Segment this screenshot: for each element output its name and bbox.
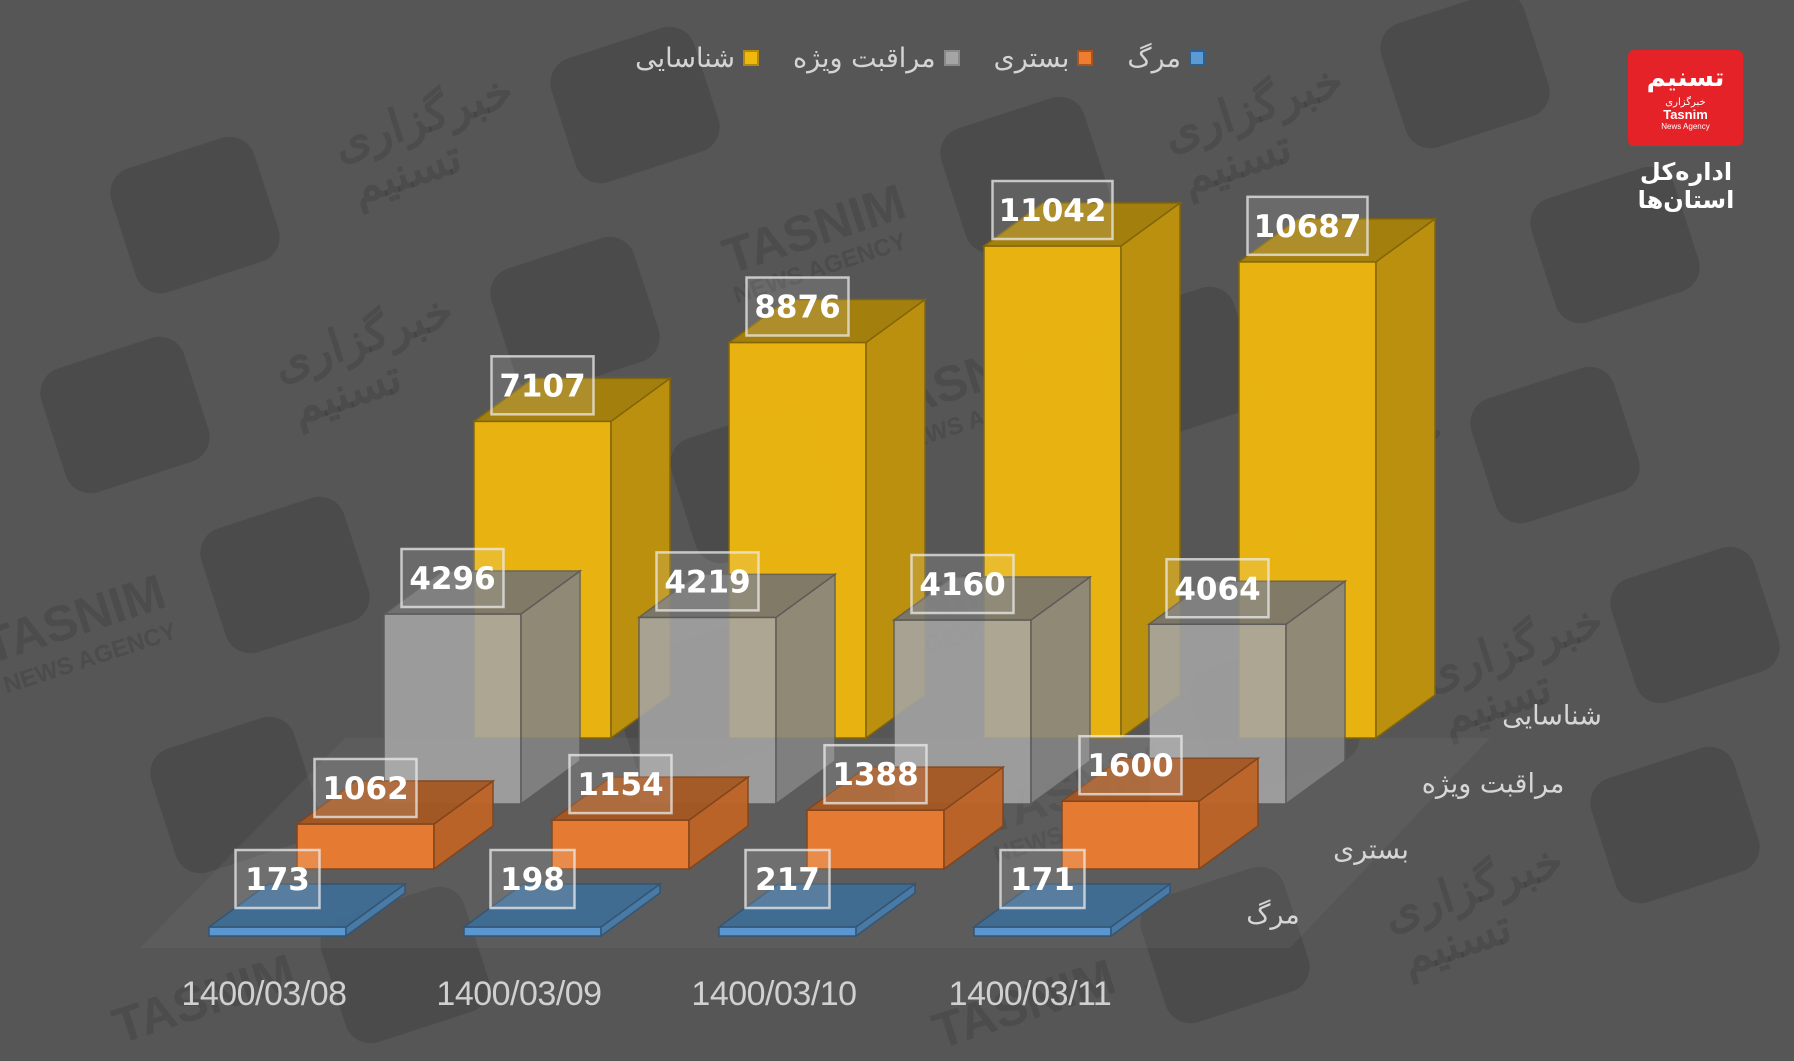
data-label-box bbox=[910, 553, 1015, 615]
series-group: 173 198 217 171 bbox=[206, 848, 1173, 938]
data-label: 217 bbox=[755, 862, 820, 898]
bar: 173 bbox=[206, 848, 408, 938]
bar: 198 bbox=[461, 848, 663, 938]
legend-swatch-orange-icon bbox=[1077, 50, 1094, 66]
legend-swatch-yellow-icon bbox=[742, 50, 759, 66]
data-label: 1388 bbox=[832, 757, 918, 793]
x-axis-label: 1400/03/11 bbox=[948, 975, 1112, 1013]
data-label-box bbox=[234, 848, 321, 910]
tasnim-logo-icon: تسنیم bbox=[1646, 63, 1725, 93]
data-label-box bbox=[490, 355, 595, 416]
data-label: 171 bbox=[1010, 862, 1075, 898]
series-group: 4296 4219 4160 4064 bbox=[381, 547, 1348, 806]
x-axis-label: 1400/03/08 bbox=[181, 975, 347, 1013]
data-label-box bbox=[655, 551, 760, 612]
legend-item-icu: مراقبت ویژه bbox=[793, 43, 960, 74]
series-axis-label-identified: شناسایی bbox=[1502, 700, 1602, 732]
data-label: 10687 bbox=[1254, 209, 1362, 245]
legend-item-hospitalized: بستری bbox=[994, 43, 1094, 74]
data-label-box bbox=[1246, 195, 1369, 257]
bar: 4296 bbox=[381, 547, 583, 806]
data-label-box bbox=[313, 757, 418, 819]
logo-caption: اداره‌کل استان‌ها bbox=[1637, 158, 1735, 214]
data-label: 11042 bbox=[999, 193, 1107, 229]
data-label: 4064 bbox=[1174, 571, 1260, 607]
data-label-box bbox=[823, 743, 928, 805]
logo-line-en-sub: News Agency bbox=[1661, 122, 1710, 131]
data-label: 8876 bbox=[754, 290, 840, 326]
bar: 4219 bbox=[636, 551, 838, 806]
legend-label: مرگ bbox=[1127, 42, 1181, 74]
data-label: 4296 bbox=[409, 561, 495, 597]
legend-swatch-gray-icon bbox=[943, 50, 960, 66]
logo-line-fa: خبرگزاری bbox=[1665, 97, 1706, 108]
data-label-box bbox=[489, 848, 576, 910]
data-label: 1600 bbox=[1087, 748, 1173, 784]
legend-label: بستری bbox=[993, 42, 1070, 74]
x-axis-label: 1400/03/10 bbox=[691, 975, 857, 1013]
series-axis-label-icu: مراقبت ویژه bbox=[1421, 768, 1565, 800]
data-label: 1062 bbox=[322, 771, 408, 807]
data-label-box bbox=[745, 276, 850, 337]
series-axis-label-deaths: مرگ bbox=[1246, 899, 1300, 931]
data-label: 198 bbox=[500, 862, 565, 898]
data-label: 4160 bbox=[919, 567, 1005, 603]
data-label: 1154 bbox=[577, 767, 663, 803]
chart-legend: شناسایی مراقبت ویژه بستری مرگ bbox=[600, 38, 1240, 78]
data-label: 7107 bbox=[499, 368, 585, 404]
data-label-box bbox=[1165, 558, 1270, 619]
data-label-box bbox=[1078, 734, 1183, 796]
logo-line-en: Tasnim bbox=[1663, 107, 1708, 122]
x-axis-label: 1400/03/09 bbox=[436, 975, 602, 1013]
legend-item-deaths: مرگ bbox=[1127, 43, 1205, 74]
bar: 217 bbox=[716, 848, 918, 938]
bar: 171 bbox=[971, 848, 1173, 938]
bar: 1154 bbox=[549, 753, 751, 871]
tasnim-logo: تسنیم خبرگزاری Tasnim News Agency bbox=[1628, 50, 1743, 146]
data-label-box bbox=[744, 848, 831, 910]
legend-label: شناسایی bbox=[635, 42, 735, 74]
data-label-box bbox=[400, 547, 505, 609]
legend-swatch-blue-icon bbox=[1188, 50, 1205, 66]
data-label: 4219 bbox=[664, 564, 750, 600]
data-label-box bbox=[568, 753, 673, 815]
data-label-box bbox=[991, 179, 1114, 241]
data-label-box bbox=[999, 848, 1086, 910]
series-axis-label-hospitalized: بستری bbox=[1333, 834, 1409, 866]
legend-label: مراقبت ویژه bbox=[792, 42, 936, 74]
data-label: 173 bbox=[245, 862, 310, 898]
bar: 1388 bbox=[804, 743, 1006, 871]
legend-item-identified: شناسایی bbox=[635, 43, 759, 74]
